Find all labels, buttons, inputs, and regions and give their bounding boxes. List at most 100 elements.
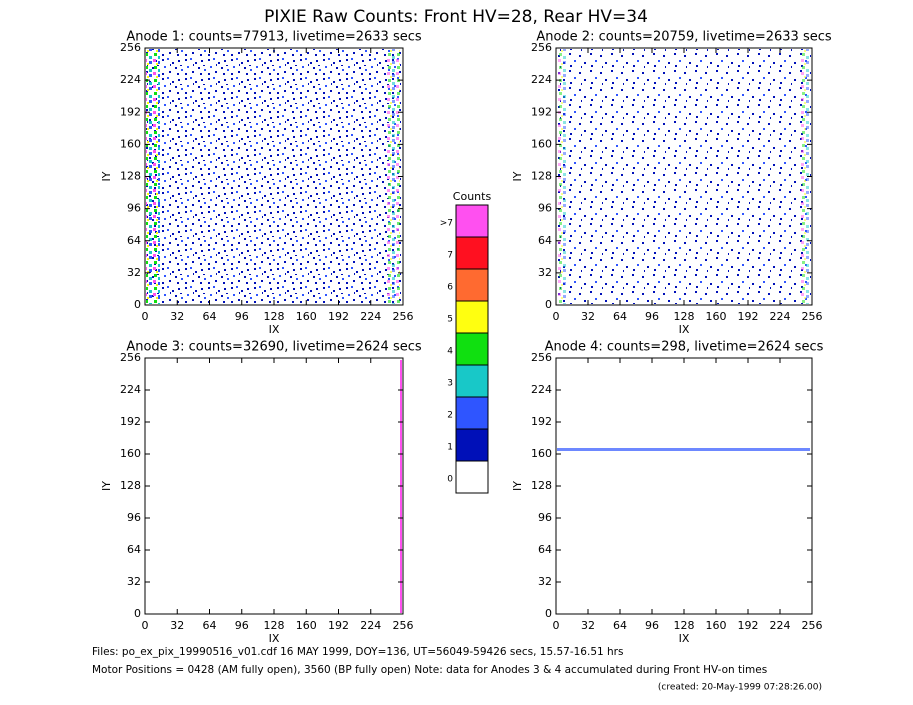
x-tick-label: 32 xyxy=(170,619,184,632)
footer-files: Files: po_ex_pix_19990516_v01.cdf 16 MAY… xyxy=(92,646,623,658)
y-tick-label: 224 xyxy=(120,73,141,86)
x-tick-label: 224 xyxy=(770,310,791,323)
y-tick-label: 160 xyxy=(120,137,141,150)
y-tick-label: 64 xyxy=(538,543,552,556)
y-tick-label: 64 xyxy=(538,234,552,247)
colorbar-swatch xyxy=(455,396,489,430)
y-tick-label: 96 xyxy=(127,511,141,524)
y-tick-label: 192 xyxy=(120,105,141,118)
x-axis-label: IX xyxy=(269,323,280,336)
colorbar-label: 4 xyxy=(447,347,453,357)
y-tick-label: 64 xyxy=(127,234,141,247)
x-tick-label: 256 xyxy=(802,619,823,632)
colorbar-swatch xyxy=(455,236,489,270)
panel-title: Anode 1: counts=77913, livetime=2633 sec… xyxy=(126,30,422,45)
footer-motor: Motor Positions = 0428 (AM fully open), … xyxy=(92,664,767,676)
x-tick-label: 224 xyxy=(770,619,791,632)
panel-title: Anode 3: counts=32690, livetime=2624 sec… xyxy=(126,340,422,355)
y-tick-label: 128 xyxy=(531,479,552,492)
colorbar-label: 1 xyxy=(447,443,453,453)
x-tick-label: 96 xyxy=(235,619,249,632)
y-tick-label: 128 xyxy=(120,170,141,183)
y-tick-label: 32 xyxy=(127,575,141,588)
y-axis-label: IY xyxy=(511,481,524,491)
x-axis-label: IX xyxy=(269,632,280,645)
y-tick-label: 32 xyxy=(538,266,552,279)
x-tick-label: 32 xyxy=(581,619,595,632)
panel-title: Anode 2: counts=20759, livetime=2633 sec… xyxy=(536,30,832,45)
y-tick-label: 0 xyxy=(545,298,552,311)
colorbar-title: Counts xyxy=(453,190,492,203)
y-tick-label: 128 xyxy=(120,479,141,492)
x-tick-label: 256 xyxy=(802,310,823,323)
colorbar-swatch xyxy=(455,268,489,302)
colorbar-swatch xyxy=(455,332,489,366)
y-axis-label: IY xyxy=(511,171,524,181)
x-tick-label: 0 xyxy=(142,310,149,323)
panel-title: Anode 4: counts=298, livetime=2624 secs xyxy=(545,340,824,355)
y-tick-label: 0 xyxy=(134,298,141,311)
colorbar-label: 6 xyxy=(447,283,453,293)
y-tick-label: 192 xyxy=(531,105,552,118)
footer-created: (created: 20-May-1999 07:28:26.00) xyxy=(658,683,822,693)
x-axis-label: IX xyxy=(679,632,690,645)
y-axis-label: IY xyxy=(100,481,113,491)
colorbar-swatch xyxy=(455,460,489,494)
x-tick-label: 160 xyxy=(706,310,727,323)
y-tick-label: 32 xyxy=(127,266,141,279)
y-tick-label: 128 xyxy=(531,170,552,183)
x-tick-label: 192 xyxy=(328,619,349,632)
x-tick-label: 96 xyxy=(645,310,659,323)
colorbar-label: >7 xyxy=(440,219,453,229)
x-tick-label: 128 xyxy=(674,310,695,323)
plot-frame xyxy=(555,357,813,615)
y-tick-label: 96 xyxy=(538,202,552,215)
colorbar-swatch xyxy=(455,364,489,398)
x-tick-label: 0 xyxy=(142,619,149,632)
y-tick-label: 256 xyxy=(531,41,552,54)
x-tick-label: 64 xyxy=(613,310,627,323)
colorbar-label: 0 xyxy=(447,475,453,485)
x-tick-label: 192 xyxy=(738,310,759,323)
colorbar-label: 2 xyxy=(447,411,453,421)
y-tick-label: 160 xyxy=(531,137,552,150)
y-tick-label: 192 xyxy=(531,415,552,428)
y-tick-label: 160 xyxy=(531,447,552,460)
y-tick-label: 0 xyxy=(545,607,552,620)
x-tick-label: 32 xyxy=(581,310,595,323)
x-tick-label: 160 xyxy=(706,619,727,632)
x-tick-label: 0 xyxy=(553,310,560,323)
y-tick-label: 96 xyxy=(127,202,141,215)
page-title: PIXIE Raw Counts: Front HV=28, Rear HV=3… xyxy=(264,7,648,27)
colorbar-label: 7 xyxy=(447,251,453,261)
y-tick-label: 256 xyxy=(120,351,141,364)
x-tick-label: 32 xyxy=(170,310,184,323)
colorbar-swatch xyxy=(455,204,489,238)
textures xyxy=(146,49,811,613)
colorbar-swatch xyxy=(455,300,489,334)
y-tick-label: 192 xyxy=(120,415,141,428)
colorbar-swatch xyxy=(455,428,489,462)
x-tick-label: 160 xyxy=(296,619,317,632)
x-tick-label: 128 xyxy=(264,310,285,323)
y-tick-label: 96 xyxy=(538,511,552,524)
plot-frame xyxy=(144,357,404,615)
x-tick-label: 64 xyxy=(613,619,627,632)
x-tick-label: 256 xyxy=(393,310,414,323)
y-tick-label: 256 xyxy=(120,41,141,54)
x-tick-label: 128 xyxy=(674,619,695,632)
x-tick-label: 64 xyxy=(203,619,217,632)
y-tick-label: 32 xyxy=(538,575,552,588)
x-tick-label: 192 xyxy=(738,619,759,632)
x-tick-label: 160 xyxy=(296,310,317,323)
x-tick-label: 64 xyxy=(203,310,217,323)
y-axis-label: IY xyxy=(100,171,113,181)
colorbar-label: 5 xyxy=(447,315,453,325)
x-tick-label: 192 xyxy=(328,310,349,323)
y-tick-label: 0 xyxy=(134,607,141,620)
colorbar-label: 3 xyxy=(447,379,453,389)
y-tick-label: 224 xyxy=(120,383,141,396)
x-tick-label: 224 xyxy=(360,619,381,632)
x-tick-label: 128 xyxy=(264,619,285,632)
